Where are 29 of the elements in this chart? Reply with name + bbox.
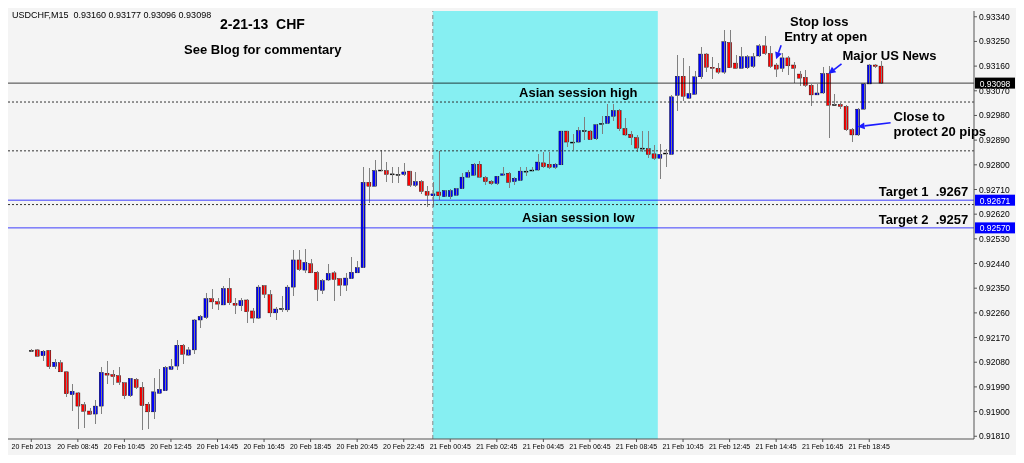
ref-line-label: 0.92671 bbox=[979, 195, 1011, 206]
y-tick-label: 0.92530 bbox=[979, 233, 1010, 244]
y-tick-label: 0.91900 bbox=[979, 406, 1010, 417]
text: See Blog for commentary bbox=[184, 42, 342, 57]
annotation: Target 1 .9267 bbox=[878, 184, 969, 200]
y-tick-label: 0.93250 bbox=[979, 36, 1010, 47]
y-tick-label: 0.92620 bbox=[979, 209, 1010, 220]
annotation: USDCHF,M15 0.93160 0.93177 0.93096 0.93098 bbox=[12, 10, 212, 20]
ref-line-label: 0.92570 bbox=[979, 223, 1011, 234]
y-tick-label: 0.93160 bbox=[979, 61, 1010, 72]
annotation: Stop loss bbox=[790, 14, 849, 29]
annotation: Asian session low bbox=[521, 209, 636, 225]
y-tick-label: 0.91990 bbox=[979, 381, 1010, 392]
y-tick-label: 0.92710 bbox=[979, 184, 1010, 195]
annotation: Major US News bbox=[842, 47, 937, 63]
y-tick-label: 0.93340 bbox=[979, 11, 1010, 22]
y-tick-label: 0.92440 bbox=[979, 258, 1010, 269]
y-tick-label: 0.91810 bbox=[979, 431, 1010, 442]
y-tick-label: 0.92260 bbox=[979, 307, 1010, 318]
y-tick-label: 0.92980 bbox=[979, 110, 1010, 121]
annotation: Entry at open bbox=[784, 29, 868, 45]
y-tick-label: 0.92350 bbox=[979, 283, 1010, 294]
y-tick-label: 0.92800 bbox=[979, 159, 1010, 170]
y-tick-label: 0.92890 bbox=[979, 135, 1010, 146]
y-tick-label: 0.92170 bbox=[979, 332, 1010, 343]
chart-title: 2-21-13 CHF bbox=[220, 16, 305, 32]
annotation: Target 2 .9257 bbox=[878, 211, 969, 227]
y-tick-label: 0.92080 bbox=[979, 357, 1010, 368]
annotation: Asian session high bbox=[519, 85, 638, 101]
